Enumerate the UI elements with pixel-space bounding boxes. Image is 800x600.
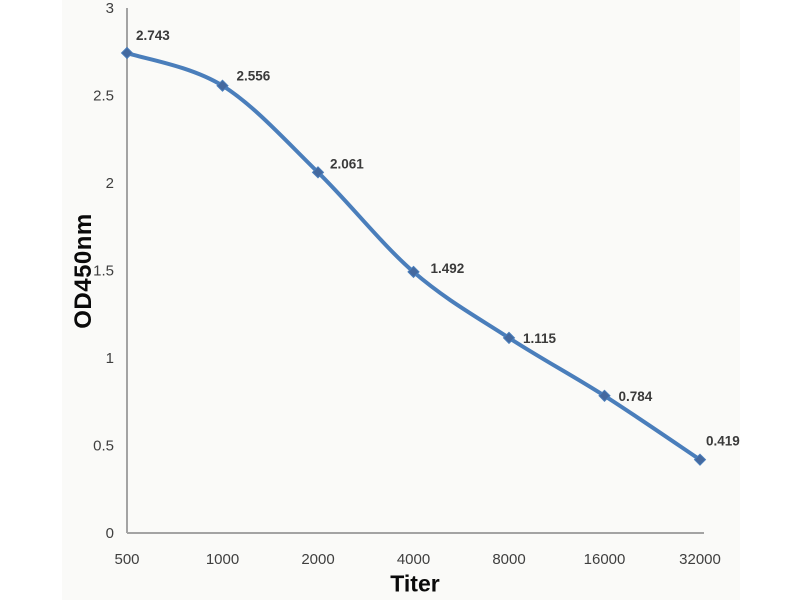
y-tick-label: 0.5 (93, 438, 114, 455)
data-point-marker (502, 331, 516, 345)
data-point-marker (693, 453, 707, 466)
data-point-label: 2.556 (237, 69, 271, 84)
x-tick-label: 2000 (301, 551, 334, 568)
series-curve (125, 50, 702, 462)
data-point-marker (311, 166, 325, 179)
data-point-label: 1.115 (523, 331, 557, 346)
data-point-label: 2.061 (330, 156, 364, 171)
y-tick-label: 3 (106, 0, 114, 17)
chart-image-area: 3 2.5 2 1.5 1 0.5 0 500 1000 2000 4000 8000 16000 320… (62, 0, 740, 600)
y-tick-label: 1.5 (93, 263, 114, 280)
data-point-marker (120, 46, 134, 60)
x-axis-title: Titer (390, 570, 440, 597)
y-tick-label: 2.5 (93, 88, 114, 105)
x-tick-label: 1000 (206, 551, 239, 568)
y-tick-label: 1 (106, 350, 114, 367)
x-tick-label: 32000 (679, 551, 721, 568)
x-tick-label: 8000 (492, 551, 525, 568)
data-point-label: 0.784 (619, 389, 653, 404)
x-tick-label: 16000 (584, 551, 626, 568)
data-point-label: 0.419 (706, 434, 740, 449)
data-point-label: 1.492 (431, 261, 465, 276)
data-point-marker (598, 389, 611, 403)
data-point-label: 2.743 (136, 28, 170, 43)
x-tick-label: 500 (114, 551, 139, 568)
data-point-marker (407, 265, 420, 279)
x-tick-label: 4000 (397, 551, 430, 568)
y-axis-title: OD450nm (70, 213, 97, 329)
data-point-marker (216, 79, 229, 92)
y-tick-label: 2 (106, 175, 114, 192)
y-tick-label: 0 (106, 525, 114, 542)
